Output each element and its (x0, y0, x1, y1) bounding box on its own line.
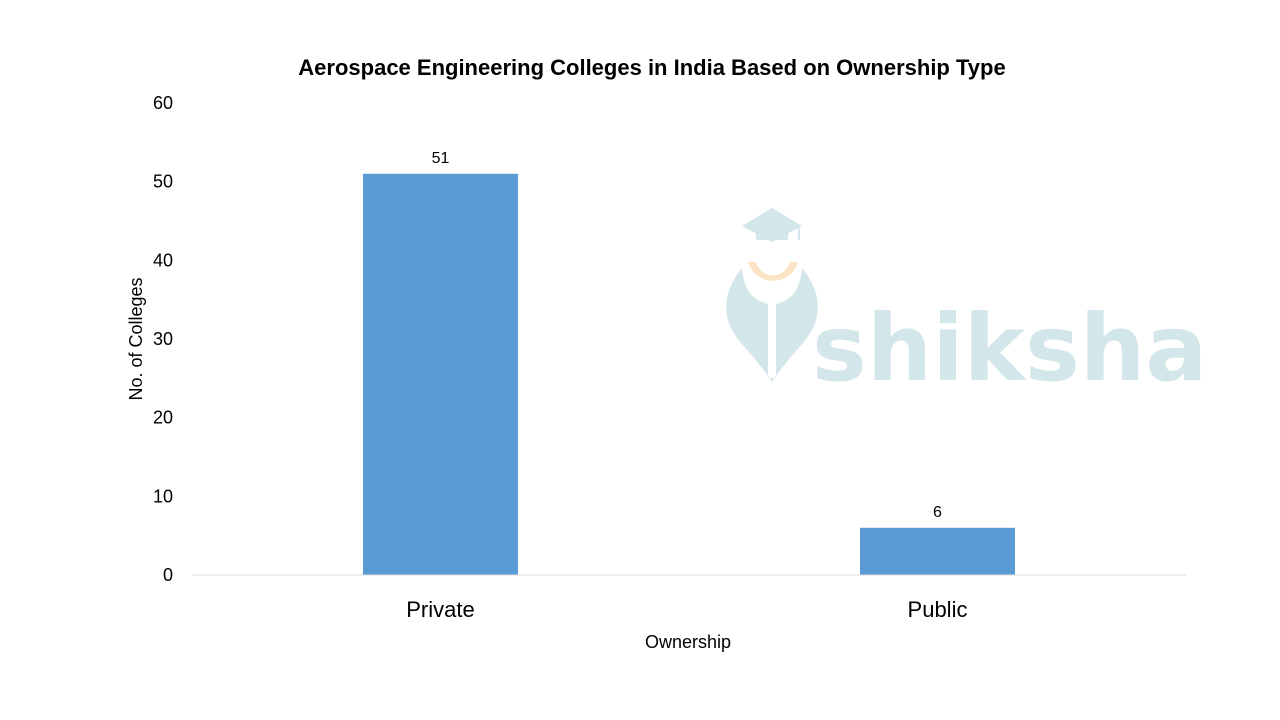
y-axis: 0 10 20 30 40 50 60 (153, 93, 173, 585)
data-label-private: 51 (432, 150, 450, 167)
x-axis: Private Public (406, 597, 967, 622)
category-label-private: Private (406, 597, 474, 622)
y-tick-label: 60 (153, 93, 173, 113)
x-axis-title: Ownership (645, 632, 731, 652)
y-axis-title: No. of Colleges (126, 277, 146, 400)
chart-title: Aerospace Engineering Colleges in India … (298, 55, 1005, 80)
data-label-public: 6 (933, 504, 942, 521)
y-tick-label: 40 (153, 250, 173, 270)
y-tick-label: 10 (153, 486, 173, 506)
y-tick-label: 50 (153, 172, 173, 192)
y-tick-label: 30 (153, 329, 173, 349)
watermark-text: shiksha (812, 295, 1207, 402)
category-label-public: Public (908, 597, 968, 622)
shiksha-watermark: shiksha (726, 208, 1207, 402)
y-tick-label: 0 (163, 565, 173, 585)
bar-public (860, 527, 1015, 575)
bar-series: 51 6 (363, 150, 1015, 576)
graduation-cap-pen-logo-icon (726, 208, 818, 382)
bar-private (363, 173, 518, 576)
y-tick-label: 20 (153, 408, 173, 428)
